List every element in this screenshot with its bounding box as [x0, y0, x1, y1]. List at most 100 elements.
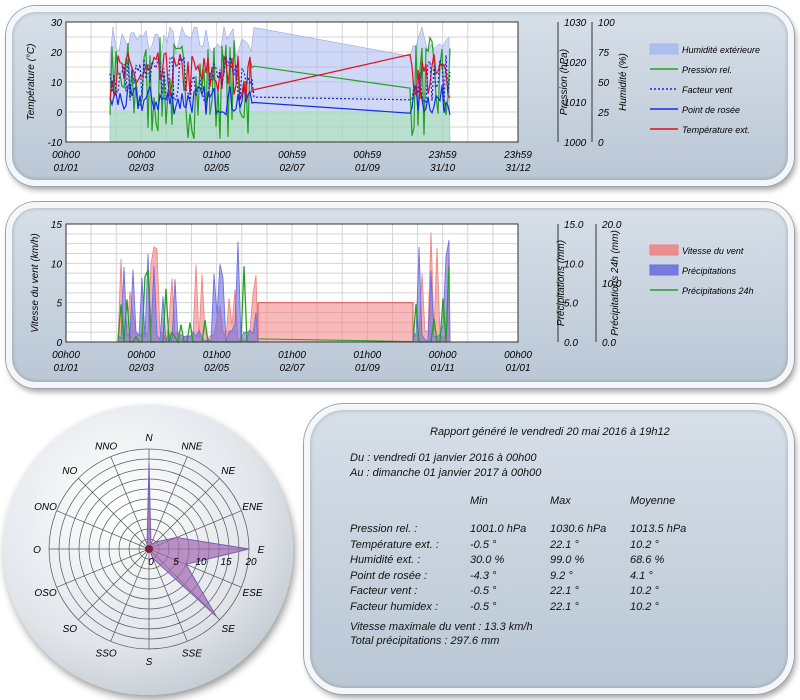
- rose-center: [145, 545, 153, 553]
- rose-direction-label: SE: [222, 624, 236, 635]
- plot-area-border: [65, 21, 519, 143]
- temperature-line: [109, 51, 451, 101]
- rose-radial-tick: 5: [173, 557, 179, 568]
- x-tick-time: 00h00: [504, 350, 532, 361]
- axis-ticks: 3020100-101030102010101000100755025000h0…: [48, 18, 616, 174]
- y-axis-label-precip: Précipitations (mm): [556, 240, 567, 326]
- report-cell-max: 9.2 °: [550, 569, 573, 582]
- y2-tick-label: 1010: [564, 98, 587, 109]
- rose-direction-label: ONO: [34, 502, 57, 513]
- report-panel: [304, 404, 794, 694]
- report-from: Du : vendredi 01 janvier 2016 à 00h00: [350, 452, 537, 464]
- x-tick-date: 01/09: [355, 163, 380, 174]
- x-tick-date: 02/07: [279, 163, 304, 174]
- x-tick-time: 23h59: [428, 150, 457, 161]
- y-tick-label: 5: [56, 299, 62, 310]
- y2-tick-label: 15.0: [564, 220, 584, 231]
- report-cell-avg: 10.2 °: [630, 585, 659, 597]
- legend-label: Facteur vent: [682, 85, 733, 95]
- rose-spoke: [78, 548, 150, 620]
- chart-series: [109, 26, 451, 143]
- x-tick-date: 31/10: [430, 163, 455, 174]
- report-cell-label: Facteur vent :: [350, 585, 418, 597]
- rose-radial-tick: 10: [195, 557, 207, 568]
- rose-direction-label: O: [33, 545, 41, 556]
- y-tick-label: 10: [51, 259, 63, 270]
- rose-direction-label: E: [258, 545, 265, 556]
- rose-direction-label: NE: [221, 466, 235, 477]
- rose-spoke: [148, 478, 220, 550]
- windchill-line: [109, 54, 451, 105]
- legend-swatch: [649, 264, 679, 276]
- x-tick-date: 01/11: [431, 363, 455, 374]
- rose-direction-label: SSO: [96, 649, 117, 660]
- axis-ticks: 15 10 5 0 15.0 10.0 5.0 0.0 20.0 10.0 0.0 00h00 01/0…: [51, 220, 622, 374]
- rose-spoke: [110, 456, 150, 550]
- report-cell-avg: 10.2 °: [630, 538, 659, 551]
- report-cell-min: 30.0 %: [470, 554, 505, 566]
- y3-tick-label: 100: [598, 18, 615, 29]
- x-tick-time: 01h00: [203, 350, 231, 361]
- y-tick-label: 0: [56, 338, 62, 349]
- y2-tick-label: 0.0: [564, 338, 578, 349]
- rose-spoke: [56, 548, 150, 588]
- x-tick-date: 31/12: [505, 163, 530, 174]
- report-cell-max: 99.0 %: [550, 554, 585, 566]
- x-tick-time: 01h00: [278, 350, 306, 361]
- report-cell-max: 22.1 °: [550, 538, 579, 551]
- report-cell-min: -0.5 °: [470, 600, 497, 613]
- report-cell-max: 22.1 °: [550, 600, 579, 613]
- dewpoint-line: [109, 84, 451, 117]
- x-tick-date: 02/05: [204, 363, 229, 374]
- y-tick-label: 0: [56, 108, 62, 119]
- x-tick-time: 00h00: [52, 350, 80, 361]
- y-tick-label: 20: [50, 48, 63, 59]
- chart-legend: Vitesse du vent Précipitations Précipitati…: [649, 244, 754, 296]
- rose-direction-label: SSE: [182, 649, 202, 660]
- x-tick-time: 23h59: [503, 150, 532, 161]
- wind-rose-area-overlay: [147, 464, 249, 617]
- y-axis-label-pressure: Pression (hPa): [559, 49, 570, 115]
- report-cell-avg: 4.1 °: [630, 569, 653, 582]
- y3-tick-label: 10.0: [602, 279, 622, 290]
- y3-tick-label: 50: [598, 78, 610, 89]
- temperature-pressure-chart: 3020100-101030102010101000100755025000h0…: [26, 18, 760, 174]
- y-axis-label-temperature: Température (°C): [26, 44, 37, 121]
- y-tick-label: 10: [51, 78, 63, 89]
- x-tick-date: 02/03: [129, 163, 154, 174]
- rose-spoke: [56, 510, 150, 550]
- y-tick-label: -10: [48, 138, 63, 149]
- report-cell-min: -0.5 °: [470, 538, 497, 551]
- y2-tick-label: 5.0: [564, 299, 578, 310]
- report-cell-label: Température ext. :: [350, 538, 439, 551]
- report-cell-avg: 10.2 °: [630, 600, 659, 613]
- rose-direction-label: OSO: [34, 588, 56, 599]
- x-tick-time: 00h00: [52, 150, 80, 161]
- wind-rose-chart: N NNE NE ENE E ESE SE SSE S SSO SO OSO O ONO NO NNO 0 5 10…: [33, 433, 265, 668]
- x-tick-time: 00h59: [278, 150, 306, 161]
- column-header-max: Max: [550, 495, 571, 507]
- y3-tick-label: 0: [598, 138, 604, 149]
- report-to: Au : dimanche 01 janvier 2017 à 00h00: [350, 467, 542, 479]
- legend-label: Pression rel.: [682, 65, 732, 75]
- max-wind-text: Vitesse maximale du vent : 13.3 km/h: [350, 621, 533, 633]
- y-tick-label: 15: [51, 220, 63, 231]
- legend-label: Température ext.: [682, 125, 750, 135]
- y-axis-label-precip24: Précipitations 24h (mm): [610, 230, 621, 336]
- rose-direction-label: NO: [62, 466, 77, 477]
- report-cell-label: Pression rel. :: [350, 523, 418, 535]
- x-tick-date: 02/05: [204, 163, 229, 174]
- report-cell-max: 22.1 °: [550, 585, 579, 597]
- rose-spoke: [148, 456, 188, 550]
- x-tick-date: 01/09: [355, 363, 380, 374]
- x-tick-time: 00h00: [127, 350, 155, 361]
- y2-tick-label: 1030: [564, 18, 587, 29]
- chart-series: [117, 232, 451, 344]
- y2-tick-label: 10.0: [564, 259, 584, 270]
- legend-swatch: [649, 244, 679, 256]
- wind-rose-series: [145, 463, 250, 617]
- x-tick-date: 02/03: [129, 363, 154, 374]
- total-precip-text: Total précipitations : 297.6 mm: [350, 635, 500, 647]
- x-tick-date: 01/01: [53, 163, 78, 174]
- x-tick-time: 00h00: [429, 350, 457, 361]
